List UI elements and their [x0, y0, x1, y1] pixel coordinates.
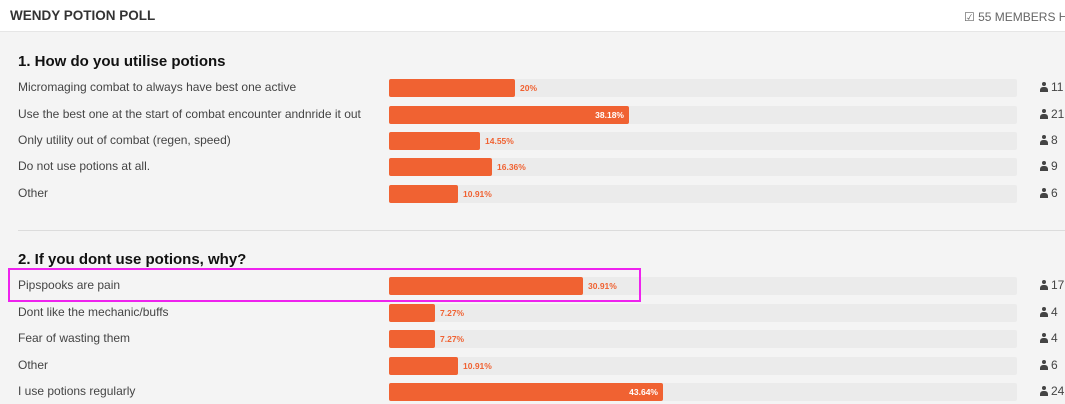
- option-label: Dont like the mechanic/buffs: [18, 305, 169, 319]
- vote-count-text: 6: [1051, 358, 1058, 372]
- result-bar-track: 43.64%: [389, 383, 1017, 401]
- poll-option: Only utility out of combat (regen, speed…: [0, 131, 1065, 151]
- vote-count[interactable]: 6: [1040, 186, 1058, 200]
- vote-count-text: 21: [1051, 107, 1065, 121]
- result-bar-fill: [389, 357, 458, 375]
- question-title: 1. How do you utilise potions: [18, 53, 226, 70]
- option-label: Other: [18, 358, 49, 372]
- result-bar-fill: [389, 106, 629, 124]
- poll-title: WENDY POTION POLL: [10, 8, 156, 23]
- percent-label: 10.91%: [463, 361, 492, 371]
- vote-count-text: 24: [1051, 384, 1065, 398]
- percent-label: 10.91%: [463, 189, 492, 199]
- poll-option: Other 10.91% 6: [0, 184, 1065, 204]
- user-icon: [1040, 161, 1048, 171]
- checkbox-icon: ☑: [964, 10, 975, 24]
- result-bar-fill: [389, 330, 435, 348]
- vote-count-text: 11: [1051, 80, 1064, 94]
- user-icon: [1040, 307, 1048, 317]
- vote-count-text: 17: [1051, 278, 1065, 292]
- question-title: 2. If you dont use potions, why?: [18, 251, 247, 268]
- vote-count-text: 8: [1051, 133, 1058, 147]
- result-bar-track: 20%: [389, 79, 1017, 97]
- result-bar-fill: [389, 304, 435, 322]
- result-bar-fill: [389, 132, 480, 150]
- vote-count-text: 4: [1051, 331, 1058, 345]
- vote-count[interactable]: 6: [1040, 358, 1058, 372]
- option-label: Other: [18, 186, 49, 200]
- user-icon: [1040, 360, 1048, 370]
- vote-count[interactable]: 4: [1040, 305, 1058, 319]
- result-bar-track: 7.27%: [389, 304, 1017, 322]
- user-icon: [1040, 280, 1048, 290]
- result-bar-fill: [389, 79, 515, 97]
- result-bar-track: 10.91%: [389, 357, 1017, 375]
- option-label: I use potions regularly: [18, 384, 136, 398]
- user-icon: [1040, 188, 1048, 198]
- poll-option: Fear of wasting them 7.27% 4: [0, 329, 1065, 349]
- result-bar-track: 14.55%: [389, 132, 1017, 150]
- percent-label: 38.18%: [595, 110, 624, 120]
- result-bar-fill: [389, 158, 492, 176]
- user-icon: [1040, 82, 1048, 92]
- poll-option: Other 10.91% 6: [0, 356, 1065, 376]
- result-bar-fill: [389, 383, 663, 401]
- poll-option: Do not use potions at all. 16.36% 9: [0, 157, 1065, 177]
- vote-count-text: 4: [1051, 305, 1058, 319]
- result-bar-track: 30.91%: [389, 277, 1017, 295]
- poll-option: Use the best one at the start of combat …: [0, 105, 1065, 125]
- result-bar-track: 7.27%: [389, 330, 1017, 348]
- divider: [18, 230, 1065, 231]
- user-icon: [1040, 135, 1048, 145]
- percent-label: 20%: [520, 83, 538, 93]
- members-voted-text: 55 MEMBERS HA: [978, 10, 1065, 24]
- option-label: Pipspooks are pain: [18, 278, 121, 292]
- vote-count[interactable]: 17: [1040, 278, 1064, 292]
- option-label: Only utility out of combat (regen, speed…: [18, 133, 231, 147]
- percent-label: 43.64%: [629, 387, 658, 397]
- option-label: Micromaging combat to always have best o…: [18, 80, 297, 94]
- poll-option: Pipspooks are pain 30.91% 17: [0, 276, 1065, 296]
- result-bar-fill: [389, 277, 583, 295]
- vote-count-text: 9: [1051, 159, 1058, 173]
- result-bar-fill: [389, 185, 458, 203]
- vote-count-text: 6: [1051, 186, 1058, 200]
- vote-count[interactable]: 11: [1040, 80, 1063, 94]
- option-label: Do not use potions at all.: [18, 159, 151, 173]
- percent-label: 7.27%: [440, 334, 465, 344]
- members-voted: ☑ 55 MEMBERS HA: [964, 10, 1065, 24]
- result-bar-track: 16.36%: [389, 158, 1017, 176]
- vote-count[interactable]: 8: [1040, 133, 1058, 147]
- option-label: Fear of wasting them: [18, 331, 131, 345]
- percent-label: 16.36%: [497, 162, 526, 172]
- poll-option: Dont like the mechanic/buffs 7.27% 4: [0, 303, 1065, 323]
- user-icon: [1040, 386, 1048, 396]
- poll-header: WENDY POTION POLL ☑ 55 MEMBERS HA: [0, 0, 1065, 32]
- user-icon: [1040, 333, 1048, 343]
- vote-count[interactable]: 4: [1040, 331, 1058, 345]
- poll-option: Micromaging combat to always have best o…: [0, 78, 1065, 98]
- percent-label: 7.27%: [440, 308, 465, 318]
- user-icon: [1040, 109, 1048, 119]
- vote-count[interactable]: 21: [1040, 107, 1064, 121]
- percent-label: 14.55%: [485, 136, 514, 146]
- percent-label: 30.91%: [588, 281, 617, 291]
- vote-count[interactable]: 9: [1040, 159, 1058, 173]
- vote-count[interactable]: 24: [1040, 384, 1064, 398]
- result-bar-track: 10.91%: [389, 185, 1017, 203]
- result-bar-track: 38.18%: [389, 106, 1017, 124]
- poll-option: I use potions regularly 43.64% 24: [0, 382, 1065, 402]
- option-label: Use the best one at the start of combat …: [18, 107, 361, 121]
